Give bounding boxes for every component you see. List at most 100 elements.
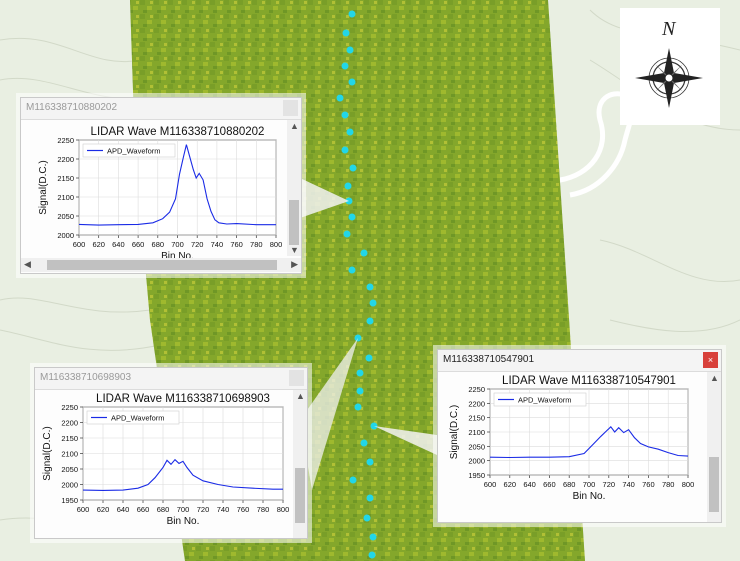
legend-box (493, 392, 587, 407)
x-tick-label: 680 (157, 505, 170, 514)
x-tick-label: 780 (662, 480, 675, 489)
x-tick-label: 760 (642, 480, 655, 489)
x-tick-label: 740 (622, 480, 635, 489)
x-tick-label: 660 (543, 480, 556, 489)
scroll-left-icon[interactable]: ◀ (24, 259, 31, 269)
waveform-window-1[interactable]: M116338710880202 LIDAR Wave M11633871088… (20, 97, 302, 274)
x-tick-label: 620 (92, 240, 105, 249)
y-tick-label: 2150 (57, 174, 74, 183)
y-tick-label: 2200 (57, 155, 74, 164)
x-tick-label: 740 (217, 505, 230, 514)
legend-box (86, 410, 180, 425)
vertical-scrollbar[interactable]: ▲ ▼ (287, 120, 301, 256)
window-title: M116338710547901 (443, 354, 535, 365)
series-line (489, 425, 689, 459)
x-tick-label: 620 (97, 505, 110, 514)
y-tick-label: 2150 (468, 414, 485, 423)
chart-title: LIDAR Wave M116338710698903 (96, 393, 270, 405)
scrollbar-thumb[interactable] (289, 200, 299, 245)
x-tick-label: 660 (132, 240, 145, 249)
x-tick-label: 800 (682, 480, 695, 489)
x-tick-label: 720 (191, 240, 204, 249)
scroll-up-icon[interactable]: ▲ (296, 391, 305, 401)
window-title-bar[interactable]: M116338710880202 (21, 98, 301, 120)
y-tick-label: 2200 (468, 399, 485, 408)
scrollbar-thumb[interactable] (47, 260, 277, 270)
x-axis-label: Bin No. (161, 251, 194, 260)
x-tick-label: 720 (603, 480, 616, 489)
scrollbar-thumb[interactable] (709, 457, 719, 512)
y-tick-label: 1950 (61, 496, 78, 505)
series-line (78, 144, 276, 226)
x-tick-label: 700 (171, 240, 184, 249)
x-tick-label: 780 (257, 505, 270, 514)
scroll-up-icon[interactable]: ▲ (290, 121, 299, 131)
legend-label: APD_Waveform (107, 147, 161, 156)
y-tick-label: 2100 (468, 428, 485, 437)
x-tick-label: 640 (112, 240, 125, 249)
x-tick-label: 700 (583, 480, 596, 489)
waveform-chart: LIDAR Wave M116338710547901 600 620 640 660 6… (449, 375, 695, 502)
close-button[interactable] (283, 100, 298, 116)
compass-icon (635, 48, 703, 108)
legend-label: APD_Waveform (518, 396, 572, 405)
y-tick-label: 1950 (468, 471, 485, 480)
vertical-scrollbar[interactable]: ▲ (293, 390, 307, 538)
waveform-window-3[interactable]: M116338710547901 × LIDAR Wave M116338710… (437, 349, 722, 523)
y-tick-label: 2050 (61, 465, 78, 474)
chart-title: LIDAR Wave M116338710880202 (91, 126, 265, 138)
x-axis-label: Bin No. (167, 516, 200, 527)
close-button[interactable] (289, 370, 304, 386)
y-tick-label: 2000 (57, 231, 74, 240)
y-tick-label: 2100 (61, 450, 78, 459)
legend-box (82, 143, 176, 158)
x-tick-label: 680 (152, 240, 165, 249)
y-tick-label: 2150 (61, 434, 78, 443)
y-tick-label: 2000 (468, 457, 485, 466)
x-tick-label: 700 (177, 505, 190, 514)
y-axis-label: Signal(D.C.) (449, 405, 460, 459)
scroll-down-icon[interactable]: ▼ (290, 245, 299, 255)
x-tick-label: 660 (137, 505, 150, 514)
scrollbar-thumb[interactable] (295, 468, 305, 523)
y-tick-label: 2050 (57, 212, 74, 221)
x-tick-label: 780 (250, 240, 263, 249)
y-axis-label: Signal(D.C.) (42, 426, 53, 480)
chart-title: LIDAR Wave M116338710547901 (502, 375, 676, 387)
x-tick-label: 760 (237, 505, 250, 514)
y-tick-label: 2200 (61, 419, 78, 428)
window-title-bar[interactable]: M116338710547901 × (438, 350, 721, 372)
close-button[interactable]: × (703, 352, 718, 368)
x-tick-label: 760 (230, 240, 243, 249)
compass-rose: N (620, 8, 720, 125)
x-tick-label: 600 (73, 240, 86, 249)
y-tick-label: 2050 (468, 442, 485, 451)
y-tick-label: 2250 (57, 136, 74, 145)
x-tick-label: 600 (77, 505, 90, 514)
y-tick-label: 2100 (57, 193, 74, 202)
scroll-up-icon[interactable]: ▲ (710, 373, 719, 383)
x-tick-label: 620 (504, 480, 517, 489)
waveform-chart: LIDAR Wave M116338710698903 600 620 640 660 6… (42, 393, 289, 527)
scroll-right-icon[interactable]: ▶ (291, 259, 298, 269)
waveform-window-2[interactable]: M116338710698903 LIDAR Wave M11633871069… (34, 367, 308, 539)
y-tick-label: 2250 (61, 403, 78, 412)
horizontal-scrollbar[interactable]: ◀ ▶ (21, 258, 301, 272)
x-tick-label: 680 (563, 480, 576, 489)
window-title-bar[interactable]: M116338710698903 (35, 368, 307, 390)
y-tick-label: 2000 (61, 481, 78, 490)
x-tick-label: 740 (211, 240, 224, 249)
window-title: M116338710880202 (26, 102, 118, 113)
x-axis-label: Bin No. (573, 491, 606, 502)
y-tick-label: 2250 (468, 385, 485, 394)
x-tick-label: 600 (484, 480, 497, 489)
window-title: M116338710698903 (40, 372, 132, 383)
x-tick-label: 640 (117, 505, 130, 514)
north-label: N (662, 18, 676, 40)
x-tick-label: 640 (523, 480, 536, 489)
vertical-scrollbar[interactable]: ▲ (707, 372, 721, 522)
y-axis-label: Signal(D.C.) (38, 160, 49, 214)
waveform-chart: LIDAR Wave M116338710880202 600 620 640 660 6… (38, 126, 283, 260)
legend-label: APD_Waveform (111, 414, 165, 423)
x-tick-label: 800 (270, 240, 283, 249)
